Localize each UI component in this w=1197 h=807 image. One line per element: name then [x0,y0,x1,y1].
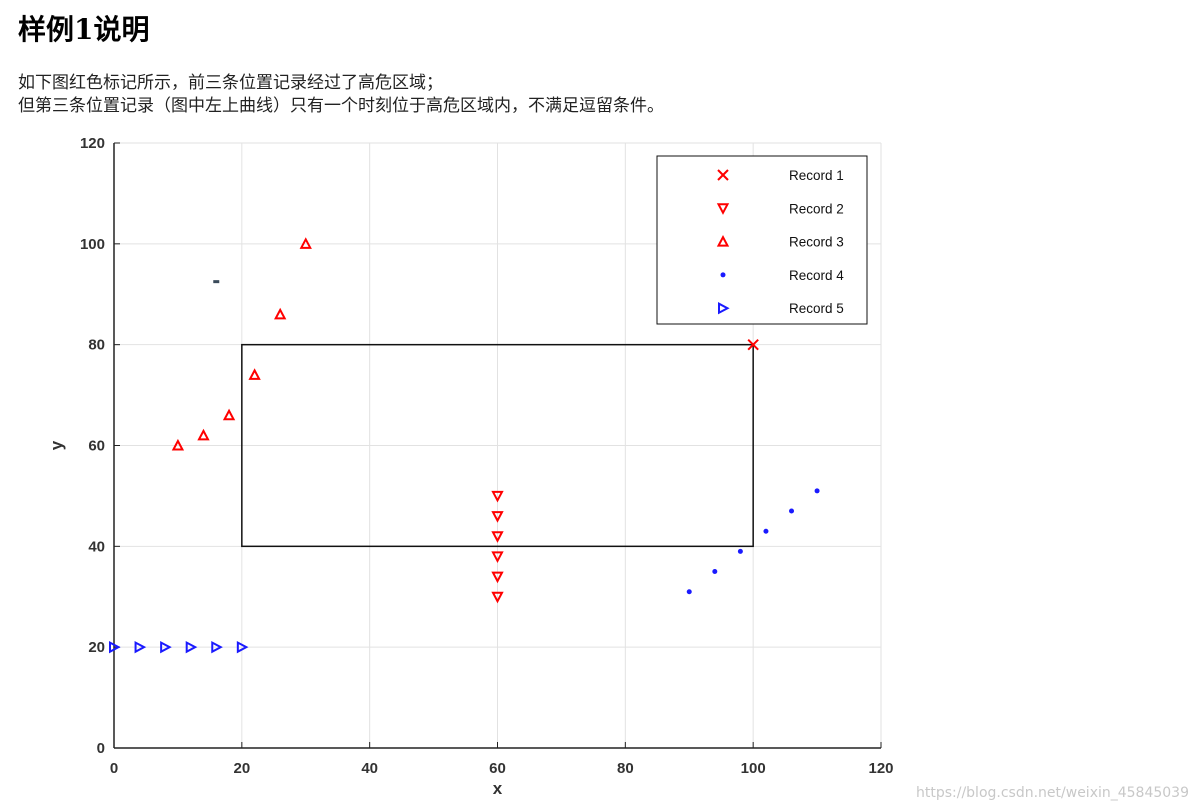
description-line-1: 如下图红色标记所示，前三条位置记录经过了高危区域； [18,73,443,93]
x-tick-label: 0 [110,760,118,777]
data-point-record-4 [712,569,718,575]
watermark: https://blog.csdn.net/weixin_45845039 [915,785,1189,801]
data-point-record-4 [814,488,820,494]
x-tick-label: 20 [233,760,250,777]
x-tick-label: 100 [741,760,766,777]
y-tick-label: 60 [88,438,105,455]
data-point-record-2 [491,571,504,584]
y-tick-label: 40 [88,538,105,555]
data-point-record-3 [299,237,312,249]
legend-marker-record-2 [716,203,730,215]
data-point-record-5 [109,641,121,654]
data-point-record-2 [491,531,504,543]
legend-box [656,155,868,325]
page-title: 样例1说明 [18,13,150,46]
x-tick-label: 120 [868,760,893,777]
y-tick-label: 120 [80,135,105,152]
data-point-record-3 [197,428,210,441]
legend-label: Record 2 [789,201,844,216]
high-risk-region [241,343,754,548]
legend-label: Record 3 [789,235,844,250]
data-point-record-2 [491,551,504,564]
data-point-record-4 [763,528,769,534]
data-point-record-3 [248,368,261,380]
legend-marker-record-3 [716,234,730,247]
y-tick-label: 20 [88,639,105,656]
data-point-record-5 [211,641,223,654]
y-axis-label: y [47,440,66,450]
data-point-record-3 [222,408,236,421]
legend-marker-record-4 [720,272,726,278]
data-point-record-5 [236,641,249,654]
data-point-record-3 [171,438,185,451]
data-point-record-1 [747,338,759,351]
data-point-record-4 [789,508,795,514]
description: 如下图红色标记所示，前三条位置记录经过了高危区域； 但第三条位置记录（图中左上曲… [18,72,664,118]
legend-marker-record-1 [717,169,729,181]
y-tick-label: 100 [80,236,105,253]
y-tick-label: 80 [88,337,105,354]
data-point-record-5 [185,641,198,654]
x-tick-label: 40 [361,760,378,777]
data-point-record-2 [491,490,504,503]
legend-marker-record-5 [718,302,730,315]
legend-label: Record 4 [789,268,844,283]
data-point-record-4 [737,548,743,554]
x-tick-label: 80 [617,760,634,777]
legend-label: Record 5 [789,301,844,316]
data-point-record-5 [134,641,147,654]
legend-label: Record 1 [789,168,844,183]
data-point-record-2 [491,591,504,604]
x-axis-label: x [493,779,503,798]
description-line-2: 但第三条位置记录（图中左上曲线）只有一个时刻位于高危区域内，不满足逗留条件。 [18,96,664,116]
data-point-record-3 [274,307,287,320]
stray-mark [213,280,220,284]
y-tick-label: 0 [97,740,105,757]
data-point-record-5 [160,641,172,654]
data-point-record-4 [686,589,692,595]
data-point-record-2 [491,511,504,523]
x-tick-label: 60 [489,760,506,777]
